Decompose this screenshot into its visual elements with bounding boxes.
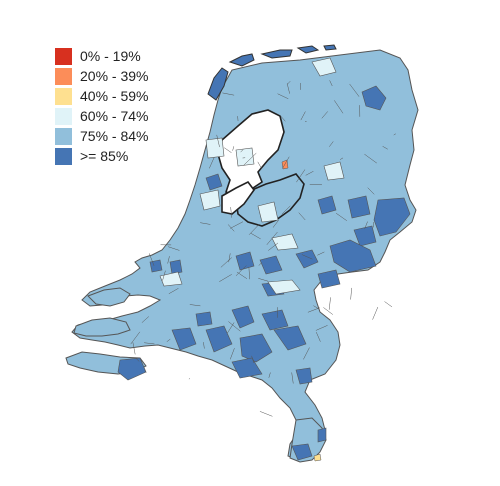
municipality-high (348, 196, 370, 218)
legend-swatch (55, 88, 72, 105)
municipality-high (150, 260, 162, 272)
legend-swatch (55, 68, 72, 85)
legend-swatch (55, 128, 72, 145)
municipality-high (374, 198, 410, 236)
legend-label: >= 85% (80, 148, 128, 164)
wadden-island-5 (324, 45, 336, 50)
legend-swatch (55, 108, 72, 125)
legend-item: 0% - 19% (55, 46, 148, 66)
legend-label: 20% - 39% (80, 68, 148, 84)
municipality-border (329, 297, 330, 309)
municipality-border (373, 307, 378, 320)
legend-item: 20% - 39% (55, 66, 148, 86)
legend-label: 60% - 74% (80, 108, 148, 124)
legend-item: >= 85% (55, 146, 148, 166)
legend-item: 40% - 59% (55, 86, 148, 106)
legend-label: 40% - 59% (80, 88, 148, 104)
municipality-border (323, 307, 332, 314)
municipality-border (384, 302, 392, 307)
sw-island-1 (74, 318, 130, 336)
map-legend: 0% - 19% 20% - 39% 40% - 59% 60% - 74% 7… (55, 46, 148, 166)
wadden-island-2 (230, 54, 254, 66)
municipality-border (351, 288, 352, 300)
municipality-high (196, 312, 212, 326)
municipality-high (318, 428, 326, 442)
municipality-light (236, 148, 254, 166)
legend-label: 0% - 19% (80, 48, 141, 64)
legend-item: 60% - 74% (55, 106, 148, 126)
legend-label: 75% - 84% (80, 128, 148, 144)
legend-item: 75% - 84% (55, 126, 148, 146)
municipality-light (206, 138, 224, 158)
wadden-island-3 (262, 50, 292, 58)
legend-swatch (55, 148, 72, 165)
wadden-island-4 (298, 46, 318, 53)
municipality-border (260, 411, 272, 416)
municipality-high (170, 260, 182, 274)
legend-swatch (55, 48, 72, 65)
